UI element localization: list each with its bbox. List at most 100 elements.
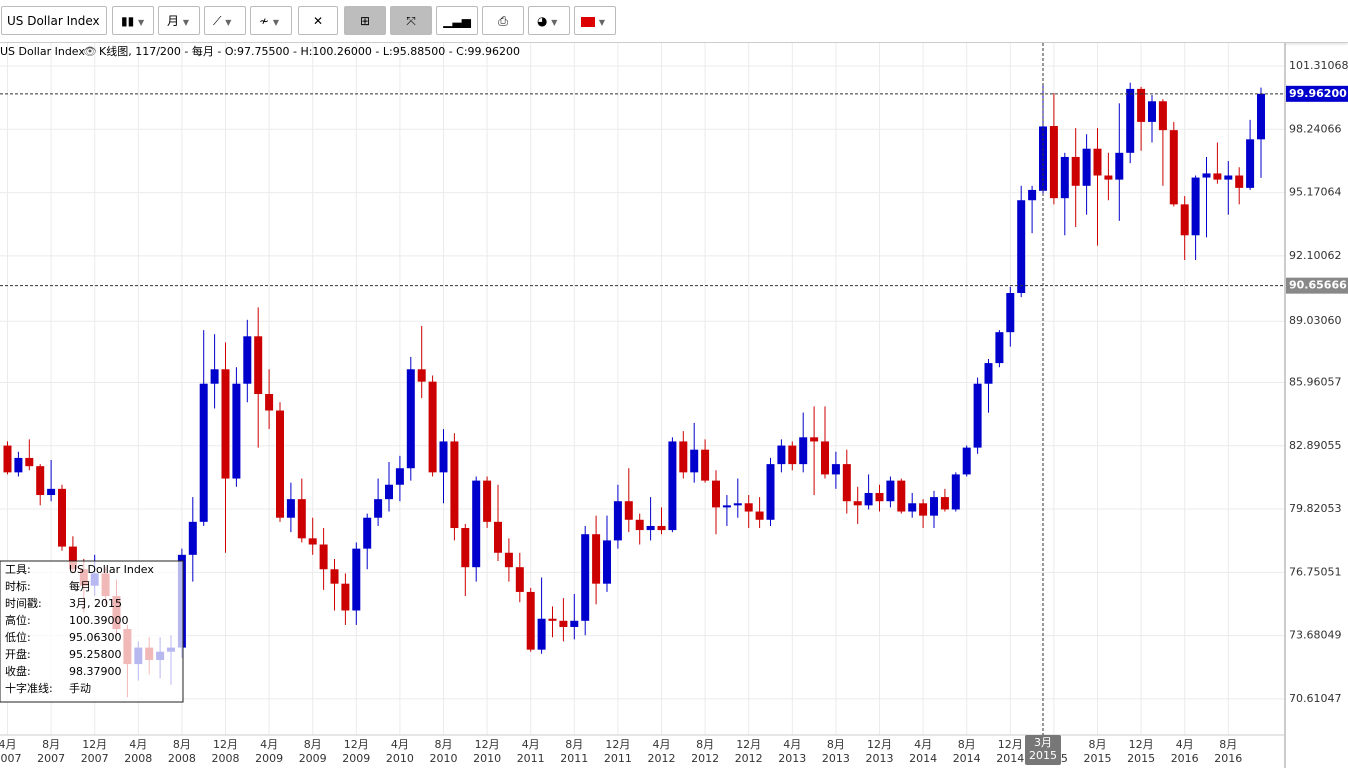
x-tick-label: 8月 (304, 738, 322, 751)
y-tick-label: 95.17064 (1289, 186, 1342, 199)
candle-body (1169, 130, 1178, 205)
candle-body (439, 441, 448, 473)
candle-body (450, 441, 459, 529)
candle-body (1082, 148, 1091, 186)
candle-body (1115, 152, 1124, 180)
x-tick-year: 2010 (386, 752, 414, 765)
y-tick-label: 101.31068 (1289, 59, 1348, 72)
candle-body (428, 381, 437, 473)
print-btn[interactable]: ⎙ (482, 6, 524, 35)
candle-body (1246, 139, 1255, 188)
draw-tool[interactable]: ⟋ ▼ (204, 6, 246, 35)
x-tick-year: 2007 (37, 752, 65, 765)
candle-body (47, 488, 56, 496)
candle-body (494, 521, 502, 553)
candle-body (930, 497, 938, 516)
volume-btn[interactable]: ▁▃▅ (436, 6, 478, 35)
candle-body (461, 528, 470, 568)
candle-body (374, 499, 383, 518)
x-tick-label: 12月 (82, 738, 107, 751)
x-tick-year: 2015 (1127, 752, 1155, 765)
candle-body (962, 447, 971, 475)
candle-body (1028, 189, 1037, 201)
x-tick-year: 2015 (1084, 752, 1112, 765)
info-label: 高位: (5, 613, 31, 627)
y-tick-label: 85.96057 (1289, 375, 1342, 388)
candle-body (624, 501, 633, 520)
x-tick-label: 4月 (522, 738, 540, 751)
header-eye: 👁 (83, 45, 97, 58)
candle-body (722, 505, 731, 508)
fullscreen-btn[interactable]: ⤧ (390, 6, 432, 35)
candle-body (679, 441, 688, 473)
candle-body (777, 445, 786, 465)
candle-body (755, 511, 764, 520)
crosshair-price-box (1286, 277, 1348, 294)
candle-body (1017, 200, 1026, 294)
info-value: 95.25800 (69, 648, 122, 661)
candle-body (472, 480, 481, 568)
x-tick-year: 2013 (822, 752, 850, 765)
crosshair-btn[interactable]: ⊞ (344, 6, 386, 35)
candle-body (559, 620, 568, 627)
crosshair-price-label: 90.65666 (1289, 279, 1347, 292)
x-tick-year: 2008 (168, 752, 196, 765)
candle-body (766, 464, 775, 520)
candle-body (951, 474, 960, 510)
x-tick-year: 2012 (735, 752, 763, 765)
x-tick-year: 2010 (430, 752, 458, 765)
candle-body (1093, 148, 1102, 176)
info-label: 工具: (5, 563, 31, 576)
period-text: 月 (167, 14, 180, 28)
chart-type[interactable]: ▮▮ ▼ (112, 6, 154, 35)
x-tick-year: 2016 (1171, 752, 1199, 765)
x-tick-year: 2007 (81, 752, 109, 765)
candle-body (68, 546, 77, 570)
candle-body (188, 521, 197, 555)
candle-body (733, 503, 742, 506)
candle-body (919, 503, 928, 516)
candle-body (3, 445, 12, 473)
y-tick-label: 82.89055 (1289, 439, 1342, 452)
x-tick-label: 12月 (605, 738, 630, 751)
candle-body (1060, 156, 1069, 199)
x-tick-year: 2007 (0, 752, 22, 765)
x-tick-label: 8月 (565, 738, 583, 751)
x-tick-label: 8月 (827, 738, 845, 751)
candle-body (1126, 88, 1135, 153)
candle-body (657, 525, 666, 531)
candle-body (1257, 93, 1265, 140)
candle-body (1191, 177, 1200, 236)
candle-body (1137, 88, 1146, 122)
x-tick-year: 2013 (778, 752, 806, 765)
y-tick-label: 79.82053 (1289, 502, 1342, 515)
candle-body (265, 394, 274, 411)
period-select[interactable]: 月 ▼ (158, 6, 200, 35)
x-tick-year: 2011 (517, 752, 545, 765)
candle-body (1148, 101, 1156, 122)
candle-body (210, 369, 219, 384)
candle-body (286, 499, 295, 518)
candle-body (515, 567, 524, 592)
candle-body (58, 488, 66, 547)
x-tick-year: 2014 (953, 752, 981, 765)
symbol-select[interactable]: US Dollar Index ▼ (1, 6, 107, 56)
candle-body (1104, 175, 1113, 180)
color-btn[interactable]: ◕ ▼ (528, 6, 570, 35)
candle-body (341, 583, 350, 611)
indicator-tool[interactable]: ≁ ▼ (250, 6, 292, 35)
crosshair-time-box (1025, 735, 1061, 765)
x-tick-label: 12月 (475, 738, 500, 751)
candle-body (744, 503, 753, 512)
candle-body (940, 497, 949, 510)
candle-body (603, 540, 611, 584)
language-btn[interactable]: ▼ (574, 6, 616, 35)
x-tick-label: 8月 (435, 738, 453, 751)
delete-tool[interactable]: ✕ (298, 6, 338, 35)
info-label: 时标: (5, 579, 31, 593)
x-tick-label: 8月 (696, 738, 714, 751)
crosshair-year: 2015 (1029, 749, 1057, 762)
x-tick-year: 2012 (648, 752, 676, 765)
info-label: 十字准线: (5, 681, 53, 695)
